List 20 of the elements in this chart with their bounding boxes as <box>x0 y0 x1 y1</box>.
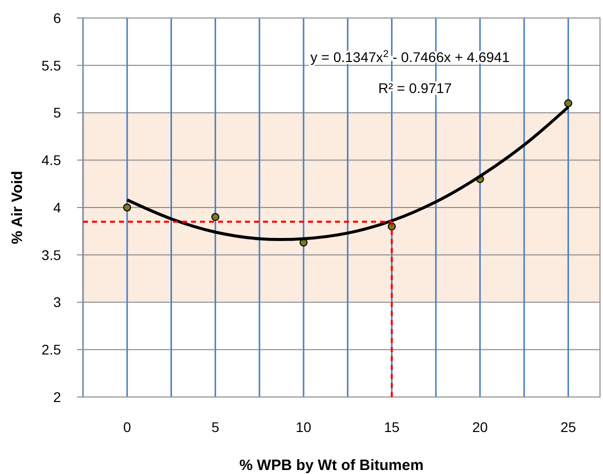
x-tick-label: 15 <box>384 419 400 435</box>
y-tick-label: 2 <box>53 388 62 405</box>
y-tick-label: 3 <box>53 294 62 310</box>
x-tick-label: 20 <box>472 419 488 435</box>
y-tick-label: 6 <box>53 10 62 26</box>
x-tick-label: 10 <box>296 419 312 435</box>
point <box>123 204 132 212</box>
y-tick-label: 4 <box>53 199 62 216</box>
x-tick-label: 0 <box>123 419 132 435</box>
y-tick-label: 5.5 <box>42 57 62 74</box>
y-tick-label: 3.5 <box>42 246 62 263</box>
y-tick-label: 2.5 <box>42 342 62 358</box>
x-axis-title: % WPB by Wt of Bitumem <box>239 457 424 474</box>
y-tick-label: 4.5 <box>42 152 62 168</box>
point <box>211 212 220 221</box>
point <box>564 99 572 108</box>
y-tick-label: 5 <box>53 104 62 121</box>
x-tick-label: 5 <box>211 419 220 435</box>
y-axis-title: % Air Void <box>9 170 26 244</box>
x-tick-label: 25 <box>560 419 576 435</box>
